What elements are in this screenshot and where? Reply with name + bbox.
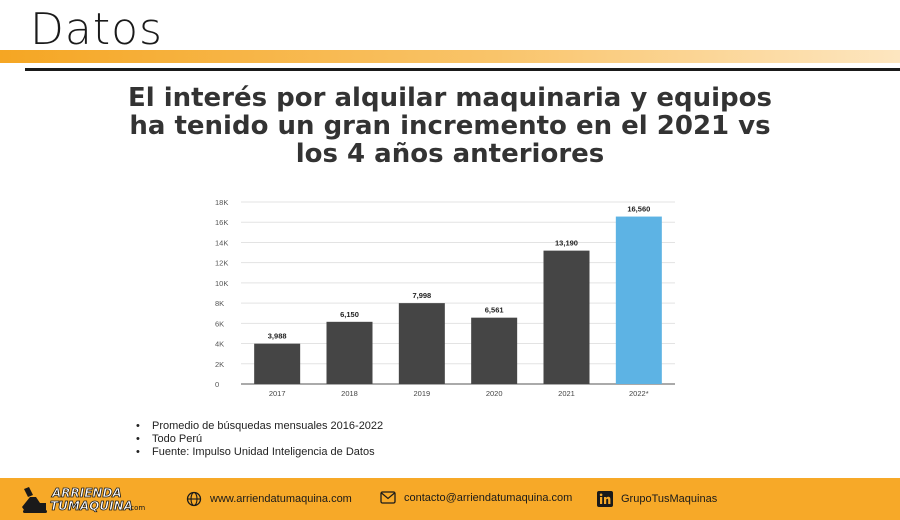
linkedin-contact[interactable]: GrupoTusMaquinas [597,491,717,507]
linkedin-icon [597,491,613,507]
bar-value-label: 6,150 [340,310,359,319]
footer-bar [0,478,900,520]
envelope-icon [380,491,396,504]
email-link[interactable]: contacto@arriendatumaquina.com [404,491,573,504]
bar-value-label: 3,988 [268,332,287,341]
bar-value-label: 7,998 [412,291,431,300]
slide-heading: El interés por alquilar maquinaria y equ… [127,83,773,169]
logo-text-top: ARRIENDA [51,486,122,500]
bar [543,250,590,384]
email-contact[interactable]: contacto@arriendatumaquina.com [380,491,572,504]
bar [398,303,445,384]
y-tick-label: 16K [215,218,228,227]
page-title: Datos [30,4,163,55]
arriendatumaquina-logo[interactable]: ARRIENDA TUMAQUINA .com [20,483,152,515]
logo-text-bottom: TUMAQUINA [50,499,133,513]
x-tick-label: 2019 [413,389,430,398]
x-tick-label: 2018 [341,389,358,398]
bar [254,343,301,384]
header-divider [25,68,900,71]
y-tick-label: 2K [215,360,224,369]
bar [615,216,662,384]
y-tick-label: 10K [215,279,228,288]
x-tick-label: 2021 [558,389,575,398]
y-tick-label: 12K [215,259,228,268]
note-item: Fuente: Impulso Unidad Inteligencia de D… [136,446,383,459]
bar [471,317,518,384]
bar-value-label: 13,190 [555,239,578,248]
logo-text-suffix: .com [128,504,145,512]
bar [326,321,373,384]
bar-value-label: 6,561 [485,306,504,315]
y-tick-label: 0 [215,380,219,389]
globe-icon [186,491,202,507]
excavator-icon [22,487,47,513]
linkedin-link[interactable]: GrupoTusMaquinas [621,493,718,505]
note-item: Todo Perú [136,433,383,446]
y-tick-label: 4K [215,340,224,349]
bar-chart-svg: 0 2K 4K 6K 8K 10K 12K 14K 16K 18K 3,988 2017 6,150 20… [215,198,675,398]
y-tick-label: 14K [215,238,228,247]
x-tick-label: 2017 [269,389,286,398]
website-contact[interactable]: www.arriendatumaquina.com [186,491,352,507]
y-tick-label: 18K [215,198,228,207]
header-stripe [0,50,900,63]
y-tick-label: 8K [215,299,224,308]
bar-value-label: 16,560 [627,205,650,214]
website-link[interactable]: www.arriendatumaquina.com [210,493,352,505]
bar-chart: 0 2K 4K 6K 8K 10K 12K 14K 16K 18K 3,988 2017 6,150 20… [205,192,685,402]
y-tick-label: 6K [215,319,224,328]
note-item: Promedio de búsquedas mensuales 2016-202… [136,420,383,433]
x-tick-label: 2022* [629,389,649,398]
x-tick-label: 2020 [486,389,503,398]
notes-list: Promedio de búsquedas mensuales 2016-202… [136,420,383,459]
